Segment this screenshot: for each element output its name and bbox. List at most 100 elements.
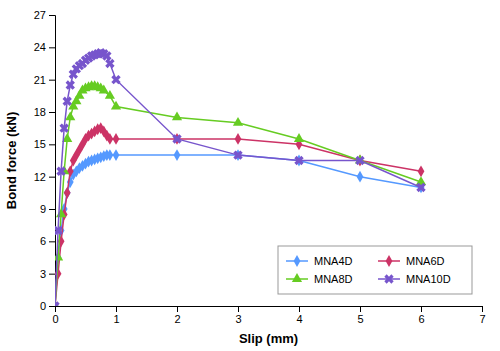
- marker: [235, 133, 242, 145]
- tick-mark: [482, 306, 483, 312]
- marker: [174, 149, 181, 161]
- legend-item: MNA4D: [286, 255, 353, 267]
- tick-label: 0: [52, 313, 58, 325]
- marker: [63, 78, 77, 92]
- tick: 15: [34, 138, 55, 150]
- tick-label: 12: [34, 171, 46, 183]
- tick-mark: [49, 274, 55, 275]
- marker: [56, 209, 66, 218]
- tick: 6: [40, 235, 55, 247]
- legend-label: MNA6D: [406, 255, 445, 267]
- marker: [107, 133, 114, 145]
- tick-mark: [116, 306, 117, 312]
- axis-line: [49, 16, 56, 307]
- marker: [105, 90, 115, 99]
- tick-label: 1: [113, 313, 119, 325]
- tick: 5: [357, 306, 363, 325]
- y-axis: 0 3 6 9 12 15 18 21 24 27: [34, 9, 56, 312]
- legend-box: [278, 246, 472, 294]
- marker: [416, 176, 426, 185]
- tick: 6: [418, 306, 424, 325]
- marker: [60, 94, 74, 108]
- tick: 3: [40, 268, 55, 280]
- tick: 21: [34, 74, 55, 86]
- marker: [172, 112, 182, 121]
- marker: [65, 112, 75, 121]
- legend-label: MNA10D: [406, 273, 451, 285]
- tick-label: 27: [34, 9, 46, 21]
- tick-label: 9: [40, 203, 46, 215]
- tick-label: 0: [40, 300, 46, 312]
- marker: [107, 149, 114, 161]
- tick-label: 18: [34, 106, 46, 118]
- tick-mark: [177, 306, 178, 312]
- marker: [353, 153, 367, 167]
- tick-label: 15: [34, 138, 46, 150]
- tick-mark: [49, 15, 55, 16]
- tick-label: 5: [357, 313, 363, 325]
- marker: [113, 149, 120, 161]
- marker: [55, 299, 62, 306]
- tick-mark: [49, 144, 55, 145]
- marker: [233, 117, 243, 126]
- legend-label: MNA4D: [314, 255, 353, 267]
- tick-label: 7: [479, 313, 485, 325]
- tick-mark: [421, 306, 422, 312]
- tick: 4: [296, 306, 302, 325]
- marker: [57, 121, 71, 135]
- marker: [64, 187, 71, 199]
- tick: 0: [40, 300, 55, 312]
- tick-label: 6: [418, 313, 424, 325]
- marker: [113, 133, 120, 145]
- legend-marker: [386, 255, 393, 267]
- marker: [357, 171, 364, 183]
- tick-label: 6: [40, 235, 46, 247]
- marker: [67, 165, 74, 177]
- tick-label: 2: [174, 313, 180, 325]
- marker: [99, 85, 109, 94]
- tick-label: 21: [34, 74, 46, 86]
- marker: [170, 132, 184, 146]
- legend-label: MNA8D: [314, 273, 353, 285]
- tick: 18: [34, 106, 55, 118]
- marker: [414, 180, 428, 194]
- tick-label: 24: [34, 41, 46, 53]
- tick: 12: [34, 171, 55, 183]
- x-axis: 0 1 2 3 4 5 6 7: [52, 306, 485, 325]
- legend-item: MNA10D: [378, 272, 451, 286]
- tick-mark: [49, 306, 55, 307]
- plot: 012345670369121518212427MNA4DMNA6DMNA8DM…: [34, 9, 486, 325]
- marker: [103, 56, 117, 70]
- tick-label: 3: [40, 268, 46, 280]
- marker: [64, 187, 71, 199]
- tick-mark: [49, 80, 55, 81]
- legend-item: MNA6D: [378, 255, 445, 267]
- chart: 012345670369121518212427MNA4DMNA6DMNA8DM…: [0, 0, 500, 351]
- tick: 9: [40, 203, 55, 215]
- x-axis-title: Slip (mm): [239, 331, 298, 346]
- marker: [55, 224, 65, 238]
- tick-mark: [360, 306, 361, 312]
- marker: [55, 164, 68, 178]
- tick-mark: [238, 306, 239, 312]
- legend: MNA4D MNA6D MNA8D MNA10D: [278, 246, 472, 294]
- tick-label: 4: [296, 313, 302, 325]
- y-axis-title: Bond force (kN): [4, 112, 19, 210]
- tick: 27: [34, 9, 55, 21]
- marker: [292, 153, 306, 167]
- tick: 24: [34, 41, 55, 53]
- tick: 1: [113, 306, 119, 325]
- tick-mark: [299, 306, 300, 312]
- legend-marker: [294, 255, 301, 267]
- tick-label: 3: [235, 313, 241, 325]
- legend-marker: [292, 273, 302, 282]
- tick-mark: [49, 47, 55, 48]
- tick-mark: [49, 112, 55, 113]
- legend-item: MNA8D: [286, 273, 353, 285]
- tick-mark: [49, 177, 55, 178]
- tick: 3: [235, 306, 241, 325]
- axis-line: [56, 307, 483, 313]
- marker: [109, 73, 123, 87]
- marker: [418, 165, 425, 177]
- marker: [111, 101, 121, 110]
